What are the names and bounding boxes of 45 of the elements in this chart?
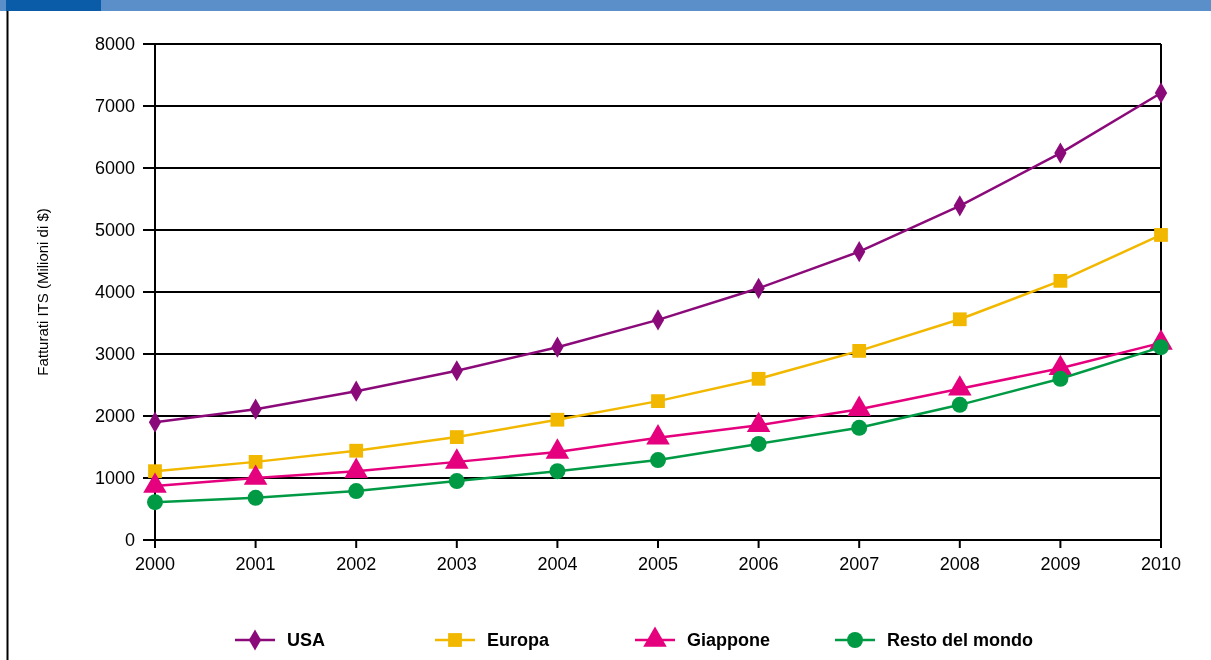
x-tick-label: 2002 (336, 554, 377, 574)
point (952, 312, 967, 327)
point (751, 371, 766, 386)
point (448, 473, 465, 490)
point (148, 464, 162, 479)
x-tick-label: 2009 (1040, 554, 1081, 574)
point (348, 483, 365, 499)
point (550, 412, 565, 427)
point (1154, 228, 1168, 242)
x-tick-label: 2003 (436, 554, 477, 574)
y-tick-label: 5000 (94, 220, 135, 240)
legend-label: Europa (487, 630, 550, 650)
x-tick-label: 2004 (537, 554, 578, 574)
y-tick-label: 8000 (94, 34, 135, 54)
point (851, 419, 868, 436)
point (650, 452, 666, 468)
point (449, 430, 464, 444)
y-tick-label: 3000 (94, 344, 135, 364)
x-tick-label: 2007 (839, 554, 880, 574)
x-tick-label: 2008 (939, 554, 980, 574)
x-tick-label: 2010 (1140, 554, 1182, 574)
y-tick-label: 2000 (94, 406, 135, 426)
point (750, 435, 767, 452)
legend-label: USA (287, 630, 326, 650)
y-tick-label: 7000 (94, 96, 135, 116)
point (247, 489, 264, 506)
point (951, 396, 968, 413)
point (1052, 370, 1069, 387)
y-tick-label: 6000 (94, 158, 135, 178)
point (852, 344, 867, 358)
x-tick-label: 2001 (235, 554, 276, 574)
legend-label: Giappone (687, 630, 771, 650)
x-tick-label: 2006 (738, 554, 779, 574)
point (1053, 273, 1068, 288)
legend-label: Resto del mondo (887, 630, 1034, 650)
y-axis-title: Fatturati ITS (Milioni di $) (34, 208, 51, 376)
point (549, 463, 566, 480)
point (147, 494, 163, 511)
y-tick-label: 0 (124, 530, 135, 550)
point (651, 394, 665, 409)
x-tick-label: 2005 (637, 554, 679, 574)
y-tick-label: 4000 (94, 282, 135, 302)
x-tick-label: 2000 (134, 554, 176, 574)
y-tick-label: 1000 (94, 468, 135, 488)
point (349, 443, 364, 458)
